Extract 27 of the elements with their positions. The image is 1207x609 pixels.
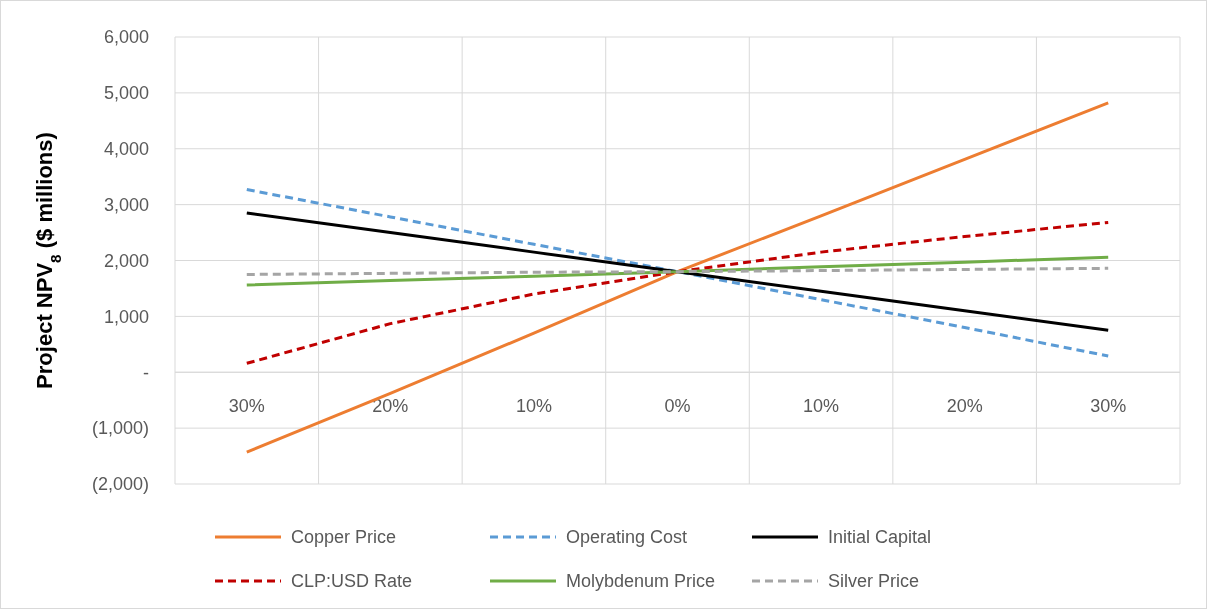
y-tick-label: 1,000: [103, 306, 149, 327]
legend-label: Initial Capital: [828, 527, 932, 548]
y-tick-label: -: [143, 362, 149, 383]
y-tick-label: 2,000: [103, 250, 149, 271]
line-series: [245, 221, 1110, 365]
x-tick-label: 10%: [515, 396, 552, 417]
line-series: [245, 266, 1110, 276]
legend-label: Molybdenum Price: [566, 571, 716, 592]
y-tick-label: (1,000): [91, 418, 149, 439]
y-tick-label: 5,000: [103, 83, 149, 104]
x-tick-label: 20%: [372, 396, 409, 417]
y-tick-label: (2,000): [91, 474, 149, 495]
line-series: [245, 255, 1110, 287]
legend-label: Silver Price: [828, 571, 920, 592]
x-tick-label: 30%: [1090, 396, 1127, 417]
y-tick-label: 4,000: [103, 139, 149, 160]
legend-label: CLP:USD Rate: [291, 571, 413, 592]
line-series: [245, 211, 1110, 332]
x-tick-label: 0%: [664, 396, 691, 417]
legend-label: Copper Price: [291, 527, 397, 548]
x-tick-label: 30%: [228, 396, 265, 417]
y-tick-label: 3,000: [103, 194, 149, 215]
line-series: [245, 188, 1110, 358]
x-tick-label: 10%: [803, 396, 840, 417]
x-tick-label: 20%: [946, 396, 983, 417]
legend-label: Operating Cost: [566, 527, 688, 548]
y-tick-label: 6,000: [103, 27, 149, 48]
